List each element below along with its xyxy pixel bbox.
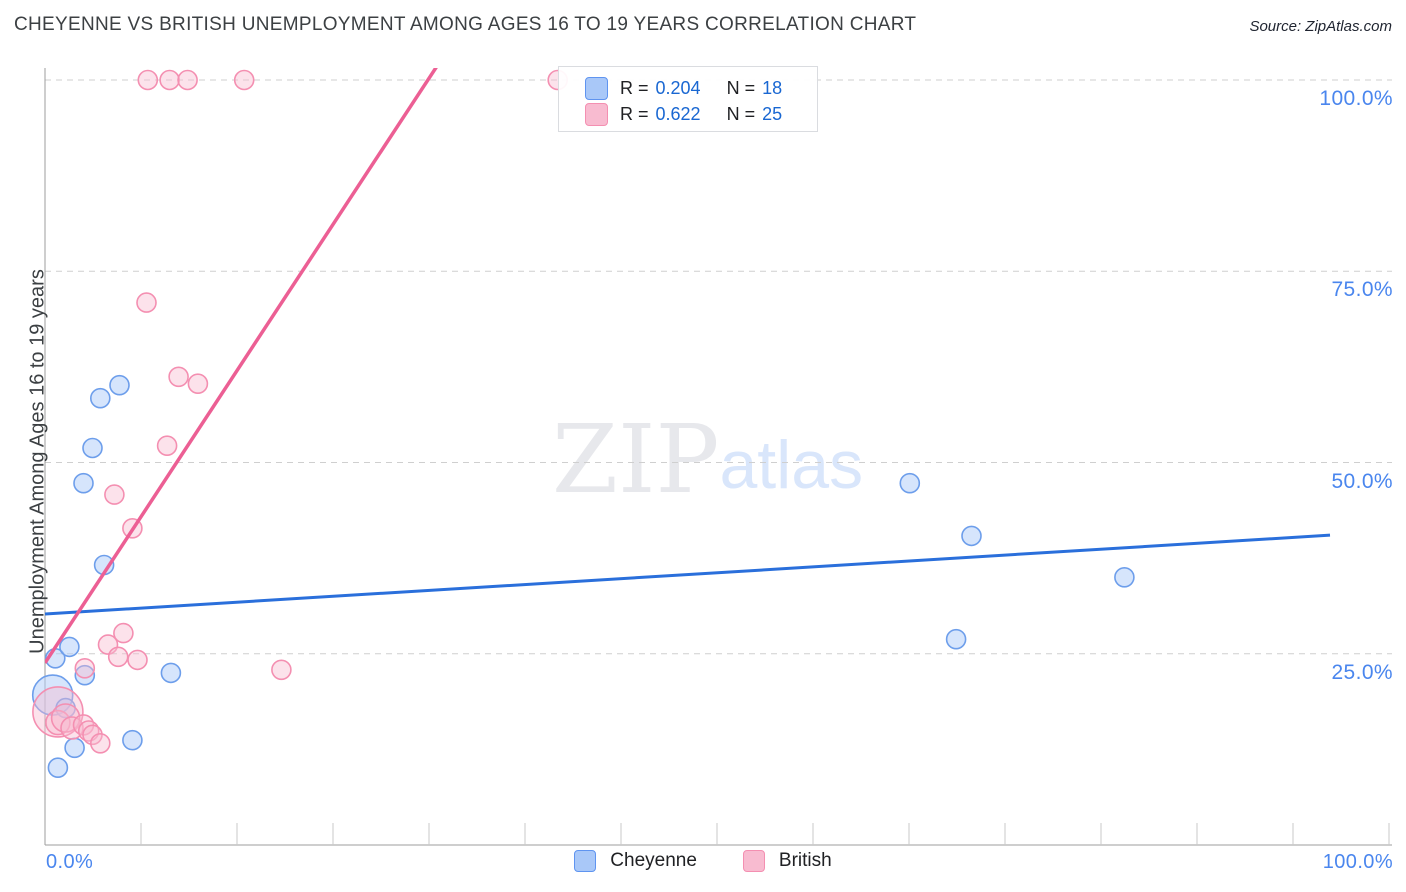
zipatlas-watermark: ZIPatlas xyxy=(552,405,863,515)
y-axis-tick-label: 75.0% xyxy=(1331,278,1393,302)
r-label: R = xyxy=(620,77,649,98)
data-point-british[interactable] xyxy=(136,292,157,313)
n-label: N = xyxy=(726,103,756,124)
data-point-british[interactable] xyxy=(113,622,134,644)
data-point-british[interactable] xyxy=(50,703,81,733)
y-axis-title: Unemployment Among Ages 16 to 19 years xyxy=(26,269,49,654)
y-axis-tick-label: 25.0% xyxy=(1331,660,1393,684)
data-point-british[interactable] xyxy=(82,724,103,746)
n-label: N = xyxy=(726,77,756,98)
cheyenne-swatch-icon xyxy=(585,76,608,100)
data-point-cheyenne[interactable] xyxy=(90,387,111,409)
page-title: CHEYENNE VS BRITISH UNEMPLOYMENT AMONG A… xyxy=(14,14,917,35)
correlation-legend-box: R = 0.204 N = 18 R = 0.622 N = 25 xyxy=(558,66,818,132)
data-point-cheyenne[interactable] xyxy=(1114,566,1135,588)
r-value: 0.204 xyxy=(655,77,701,98)
data-point-british[interactable] xyxy=(137,69,159,91)
series-legend: Cheyenne British xyxy=(0,850,1406,872)
data-point-british[interactable] xyxy=(168,366,189,388)
data-point-british[interactable] xyxy=(127,649,148,671)
legend-item-cheyenne: Cheyenne xyxy=(574,850,697,872)
series-british xyxy=(32,69,569,754)
data-point-british[interactable] xyxy=(177,69,198,91)
trend-line-cheyenne xyxy=(45,533,1331,616)
data-point-cheyenne[interactable] xyxy=(899,472,921,494)
r-value: 0.622 xyxy=(655,103,701,124)
data-point-british[interactable] xyxy=(74,657,96,679)
y-axis-tick-label: 50.0% xyxy=(1331,469,1393,493)
x-axis-max-label: 100.0% xyxy=(1322,851,1393,873)
data-point-cheyenne[interactable] xyxy=(47,757,69,779)
data-point-cheyenne[interactable] xyxy=(961,525,982,547)
legend-row-cheyenne: R = 0.204 N = 18 xyxy=(585,75,817,101)
legend-label: Cheyenne xyxy=(610,850,697,871)
y-axis-tick-label: 100.0% xyxy=(1319,87,1393,110)
n-value: 25 xyxy=(762,103,783,124)
legend-row-british: R = 0.622 N = 25 xyxy=(585,101,817,127)
data-point-british[interactable] xyxy=(107,646,129,668)
source-attribution: Source: ZipAtlas.com xyxy=(1249,18,1392,35)
r-label: R = xyxy=(620,103,649,124)
legend-item-british: British xyxy=(742,850,832,872)
series-cheyenne xyxy=(31,374,1135,779)
data-point-british[interactable] xyxy=(156,435,178,457)
british-swatch-icon xyxy=(585,102,608,126)
data-point-cheyenne[interactable] xyxy=(945,628,967,650)
cheyenne-swatch-icon xyxy=(574,850,597,872)
data-point-cheyenne[interactable] xyxy=(64,737,85,759)
data-point-british[interactable] xyxy=(90,732,111,754)
data-point-cheyenne[interactable] xyxy=(109,374,130,396)
data-point-cheyenne[interactable] xyxy=(160,662,182,684)
data-point-cheyenne[interactable] xyxy=(73,472,94,494)
british-swatch-icon xyxy=(742,850,765,872)
data-point-british[interactable] xyxy=(233,69,255,91)
data-point-cheyenne[interactable] xyxy=(59,636,80,658)
data-point-british[interactable] xyxy=(187,373,209,395)
data-point-british[interactable] xyxy=(271,659,292,681)
data-point-cheyenne[interactable] xyxy=(74,664,96,686)
n-value: 18 xyxy=(762,77,783,98)
legend-label: British xyxy=(778,850,832,871)
data-point-cheyenne[interactable] xyxy=(82,437,103,459)
x-axis-min-label: 0.0% xyxy=(46,851,94,873)
data-point-british[interactable] xyxy=(159,69,180,91)
trend-line-british xyxy=(45,68,438,664)
data-point-british[interactable] xyxy=(104,484,125,505)
data-point-cheyenne[interactable] xyxy=(122,729,143,751)
